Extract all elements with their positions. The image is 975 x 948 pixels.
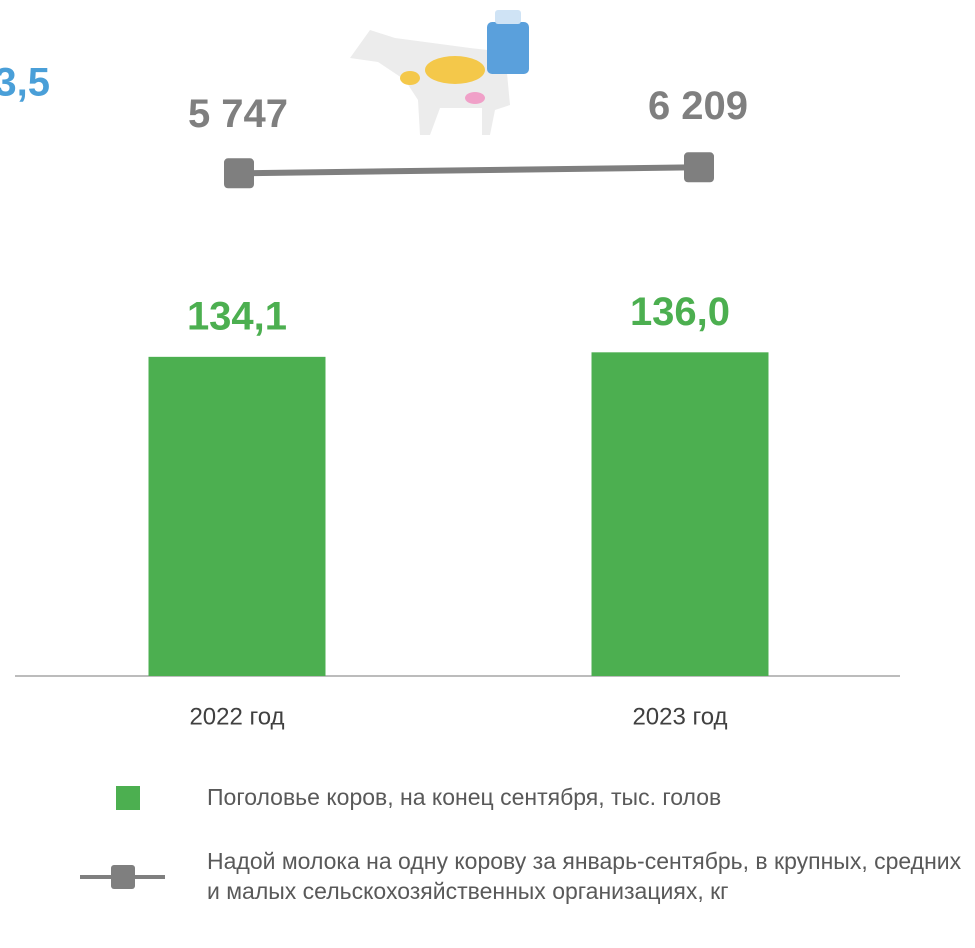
data-label: 6 209 — [648, 84, 748, 128]
line-marker — [224, 158, 254, 189]
x-tick-label: 2022 год — [189, 703, 284, 730]
cow-illustration — [350, 10, 529, 135]
legend-label: Надой молока на одну корову за январь-се… — [207, 848, 962, 904]
line-marker — [684, 152, 714, 183]
data-label: 134,1 — [187, 294, 287, 338]
legend-label: Поголовье коров, на конец сентября, тыс.… — [207, 784, 722, 810]
bar — [148, 356, 326, 676]
x-tick-label: 2023 год — [632, 703, 727, 730]
legend-swatch — [116, 786, 140, 810]
legend-swatch — [111, 865, 135, 889]
bar — [591, 352, 769, 676]
line — [238, 164, 700, 177]
data-label: 5 747 — [188, 92, 288, 136]
data-label: 136,0 — [630, 290, 730, 334]
annotation: 3,5 — [0, 61, 50, 105]
